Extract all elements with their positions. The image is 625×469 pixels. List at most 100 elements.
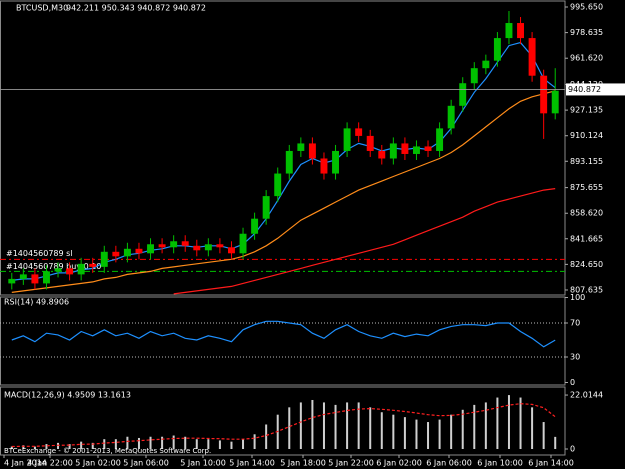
moving-average bbox=[11, 90, 556, 293]
macd-bar bbox=[149, 436, 152, 449]
x-tick-label: 5 Jan 22:00 bbox=[328, 459, 374, 468]
macd-bar bbox=[403, 417, 406, 449]
y-tick-label: 927.135 bbox=[570, 106, 603, 115]
macd-bar bbox=[392, 414, 395, 449]
candle-body bbox=[436, 128, 444, 151]
chart-title: BTCUSD,M30 bbox=[16, 4, 68, 13]
macd-bar bbox=[172, 435, 175, 449]
price-tag bbox=[566, 83, 625, 96]
macd-bar bbox=[427, 422, 430, 449]
candle-body bbox=[355, 128, 363, 136]
macd-bar bbox=[57, 442, 60, 449]
candle-body bbox=[135, 248, 143, 254]
candle-body bbox=[540, 75, 548, 114]
y-tick-label: 30 bbox=[570, 353, 580, 362]
candle-body bbox=[308, 143, 316, 159]
candle-body bbox=[147, 244, 154, 254]
panel-frame bbox=[0, 386, 566, 456]
x-tick-label: 6 Jan 02:00 bbox=[376, 459, 422, 468]
candle-body bbox=[343, 128, 351, 151]
y-tick-label: 961.620 bbox=[570, 54, 603, 63]
macd-bar bbox=[265, 424, 268, 449]
macd-bar bbox=[461, 409, 464, 449]
candle-body bbox=[204, 244, 212, 251]
candle-body bbox=[19, 274, 27, 279]
candle-body bbox=[181, 241, 189, 246]
candle-body bbox=[459, 83, 467, 106]
macd-bar bbox=[10, 446, 13, 449]
candle-body bbox=[170, 241, 178, 248]
macd-bar bbox=[369, 407, 372, 449]
macd-bar bbox=[450, 414, 453, 449]
candle-body bbox=[297, 143, 305, 151]
x-tick-label: 6 Jan 14:00 bbox=[528, 459, 574, 468]
moving-average bbox=[173, 188, 556, 295]
candle-body bbox=[8, 278, 16, 284]
candle-body bbox=[389, 143, 397, 159]
macd-bar bbox=[380, 412, 383, 449]
macd-bar bbox=[207, 439, 210, 449]
macd-bar bbox=[531, 407, 534, 449]
candle-body bbox=[413, 146, 420, 154]
y-tick-label: 22.0144 bbox=[570, 391, 603, 400]
macd-bar bbox=[33, 446, 36, 449]
x-tick-label: 4 Jan 2014 bbox=[4, 459, 47, 468]
y-tick-label: 0 bbox=[570, 444, 575, 453]
macd-bar bbox=[288, 407, 291, 449]
candle-body bbox=[54, 268, 62, 272]
macd-bar bbox=[253, 434, 256, 449]
y-tick-label: 807.635 bbox=[570, 285, 603, 294]
candle-body bbox=[447, 105, 455, 129]
macd-bar bbox=[22, 445, 25, 449]
x-tick-label: 5 Jan 18:00 bbox=[280, 459, 326, 468]
macd-bar bbox=[242, 439, 245, 449]
copyright: BTCeExchange - © 2001-2013, MetaQuotes S… bbox=[4, 447, 211, 455]
indicator-title: MACD(12,26,9) 4.9509 13.1613 bbox=[4, 391, 131, 400]
macd-bar bbox=[230, 441, 233, 449]
y-tick-label: 824.650 bbox=[570, 260, 603, 269]
candle-body bbox=[66, 268, 74, 275]
x-tick-label: 5 Jan 10:00 bbox=[180, 459, 226, 468]
quote: 942.211 950.343 940.872 940.872 bbox=[66, 4, 206, 13]
candle-body bbox=[89, 263, 97, 267]
macd-bar bbox=[322, 402, 325, 449]
y-tick-label: 0 bbox=[570, 378, 575, 387]
panel-frame bbox=[0, 0, 566, 296]
y-tick-label: 100 bbox=[570, 293, 585, 302]
y-tick-label: 841.665 bbox=[570, 234, 603, 243]
y-tick-label: 978.635 bbox=[570, 28, 603, 37]
macd-bar bbox=[68, 444, 71, 449]
macd-bar bbox=[542, 422, 545, 449]
candle-body bbox=[193, 245, 201, 251]
macd-bar bbox=[473, 404, 476, 449]
macd-bar bbox=[103, 439, 106, 449]
candle-body bbox=[43, 271, 50, 284]
order-label: #1404560789 sl bbox=[6, 249, 73, 258]
candle-body bbox=[482, 60, 490, 69]
candle-body bbox=[332, 150, 339, 174]
macd-bar bbox=[554, 436, 557, 449]
x-tick-label: 6 Jan 10:00 bbox=[477, 459, 523, 468]
x-tick-label: 4 Jan 22:00 bbox=[27, 459, 73, 468]
macd-bar bbox=[484, 402, 487, 449]
macd-bar bbox=[184, 436, 187, 449]
candle-body bbox=[401, 143, 409, 154]
macd-bar bbox=[415, 419, 418, 449]
candle-body bbox=[285, 150, 293, 174]
macd-bar bbox=[91, 442, 94, 449]
candle-body bbox=[551, 90, 559, 114]
macd-bar bbox=[438, 419, 441, 449]
macd-bar bbox=[346, 402, 349, 449]
candle-body bbox=[470, 68, 478, 84]
x-tick-label: 5 Jan 14:00 bbox=[229, 459, 275, 468]
candle-body bbox=[77, 263, 85, 275]
macd-bar bbox=[195, 439, 198, 449]
macd-bar bbox=[507, 395, 510, 449]
candle-body bbox=[378, 150, 386, 159]
candle-body bbox=[228, 247, 235, 254]
macd-bar bbox=[334, 404, 337, 449]
order-label: #1404560789 buy 0.10 bbox=[6, 262, 101, 271]
macd-bar bbox=[137, 437, 140, 449]
